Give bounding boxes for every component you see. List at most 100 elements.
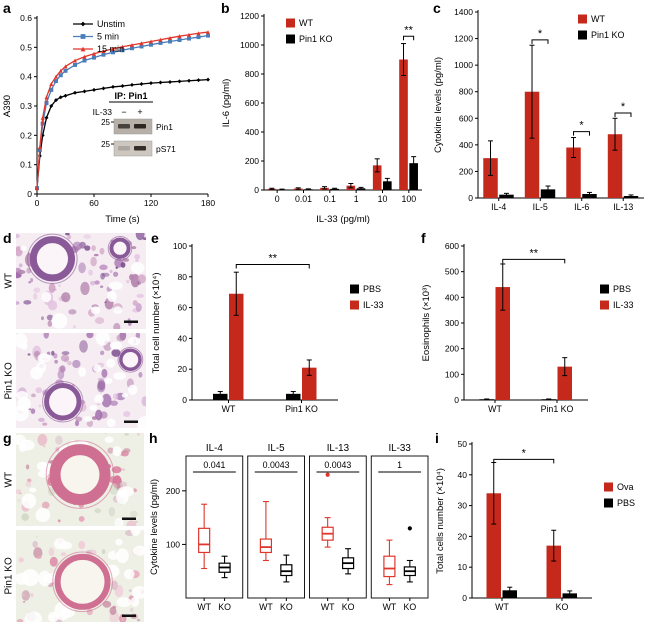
svg-text:A390: A390: [2, 95, 13, 117]
svg-text:200: 200: [166, 486, 180, 496]
panel-c: c 0 200 400 600 800 1000 1200 1400 Cytokine leve…: [430, 0, 650, 230]
svg-text:+: +: [137, 107, 142, 117]
svg-text:IL-5: IL-5: [533, 202, 548, 212]
svg-text:20: 20: [178, 364, 188, 374]
svg-text:Pin1 KO: Pin1 KO: [285, 404, 318, 414]
svg-text:0: 0: [254, 185, 259, 195]
svg-text:60: 60: [89, 198, 99, 208]
svg-text:IL-4: IL-4: [206, 443, 223, 454]
svg-text:0.1: 0.1: [20, 160, 32, 170]
svg-text:0: 0: [35, 198, 40, 208]
svg-text:50: 50: [458, 439, 468, 449]
svg-text:IL-13: IL-13: [327, 443, 350, 454]
svg-text:Pin1 KO: Pin1 KO: [299, 34, 333, 44]
histology-row-pin1ko: Pin1 KO: [2, 332, 146, 428]
histology-image-wt-airway: [16, 433, 144, 526]
svg-text:60: 60: [178, 303, 188, 313]
svg-text:100: 100: [173, 241, 187, 251]
svg-text:IP: Pin1: IP: Pin1: [114, 91, 147, 101]
svg-text:400: 400: [459, 140, 473, 150]
svg-text:800: 800: [459, 87, 473, 97]
histology-row-pin1ko-airway: Pin1 KO: [2, 529, 144, 622]
svg-text:IL-33: IL-33: [388, 443, 411, 454]
svg-text:0: 0: [454, 395, 459, 405]
svg-text:IL-6 (pg/ml): IL-6 (pg/ml): [221, 79, 232, 128]
svg-text:Pin1 KO: Pin1 KO: [541, 404, 574, 414]
svg-text:100: 100: [445, 369, 459, 379]
svg-text:IL-33: IL-33: [613, 300, 634, 310]
row-label-pin1ko: Pin1 KO: [3, 557, 15, 595]
svg-text:400: 400: [445, 292, 459, 302]
svg-text:200: 200: [245, 156, 259, 166]
svg-text:180: 180: [201, 198, 215, 208]
svg-text:*: *: [522, 447, 527, 459]
eosinophils-bar-chart: 0 100 200 300 400 500 600 Eosinophils (×10³) WT P…: [418, 232, 650, 430]
svg-text:Total cell number (×10⁴): Total cell number (×10⁴): [151, 273, 162, 374]
row-label-wt: WT: [3, 272, 15, 289]
svg-text:80: 80: [178, 272, 188, 282]
panel-d: d WT Pin1 KO: [0, 230, 148, 430]
svg-text:0.0043: 0.0043: [263, 460, 290, 470]
svg-text:KO: KO: [342, 602, 355, 612]
svg-text:500: 500: [445, 267, 459, 277]
svg-text:IL-5: IL-5: [268, 443, 285, 454]
svg-text:800: 800: [245, 69, 259, 79]
svg-text:*: *: [579, 120, 584, 132]
svg-text:0.4: 0.4: [20, 72, 32, 82]
svg-text:200: 200: [445, 344, 459, 354]
svg-text:*: *: [538, 28, 543, 40]
panel-label-a: a: [3, 0, 11, 16]
svg-text:WT: WT: [299, 18, 313, 28]
svg-text:600: 600: [459, 113, 473, 123]
svg-text:40: 40: [458, 470, 468, 480]
svg-text:1200: 1200: [240, 11, 259, 21]
svg-text:1: 1: [354, 194, 359, 204]
svg-text:5 min: 5 min: [97, 32, 119, 42]
total-cells-number-bar-chart: 0 10 20 30 40 50 Total cells number (×10⁴) WT KO…: [432, 432, 650, 624]
panel-label-c: c: [433, 0, 441, 16]
svg-text:1200: 1200: [454, 34, 473, 44]
svg-text:0.3: 0.3: [20, 101, 32, 111]
svg-text:200: 200: [459, 166, 473, 176]
panel-label-h: h: [149, 430, 158, 446]
svg-text:Pin1 KO: Pin1 KO: [591, 30, 625, 40]
svg-text:Time (s): Time (s): [105, 214, 139, 225]
svg-text:100: 100: [166, 539, 180, 549]
svg-text:0.0043: 0.0043: [324, 460, 351, 470]
svg-text:0: 0: [182, 395, 187, 405]
svg-text:IL-6: IL-6: [574, 202, 589, 212]
svg-text:600: 600: [245, 98, 259, 108]
svg-text:**: **: [268, 252, 277, 264]
svg-text:25: 25: [101, 140, 110, 149]
svg-text:0.1: 0.1: [324, 194, 336, 204]
svg-text:KO: KO: [556, 602, 569, 612]
svg-text:WT: WT: [222, 404, 236, 414]
svg-text:0.6: 0.6: [20, 13, 32, 23]
svg-text:600: 600: [445, 241, 459, 251]
svg-text:WT: WT: [321, 602, 335, 612]
svg-text:Unstim: Unstim: [97, 19, 125, 29]
svg-text:400: 400: [245, 127, 259, 137]
histology-row-wt: WT: [2, 233, 146, 329]
svg-text:PBS: PBS: [363, 284, 381, 294]
svg-text:300: 300: [445, 318, 459, 328]
svg-text:1000: 1000: [240, 40, 259, 50]
svg-text:WT: WT: [488, 404, 502, 414]
svg-text:KO: KO: [280, 602, 293, 612]
total-cell-number-bar-chart: 0 20 40 60 80 100 Total cell number (×10⁴) WT Pi…: [148, 232, 418, 430]
histology-image-pin1ko-airway: [16, 529, 144, 622]
svg-text:−: −: [121, 107, 126, 117]
svg-text:40: 40: [178, 333, 188, 343]
panel-h: h 100 200 Cytokine levels (pg/ml) IL-4 0.041…: [146, 430, 432, 624]
svg-text:KO: KO: [403, 602, 416, 612]
svg-text:**: **: [404, 24, 413, 36]
svg-text:IL-33: IL-33: [363, 300, 384, 310]
svg-text:1000: 1000: [454, 60, 473, 70]
svg-text:10: 10: [458, 562, 468, 572]
svg-text:Cytokine levels (pg/ml): Cytokine levels (pg/ml): [149, 479, 160, 575]
svg-text:0.01: 0.01: [295, 194, 312, 204]
panel-label-i: i: [435, 430, 439, 446]
panel-i: i 0 10 20 30 40 50 Total cells number (×10⁴) WT…: [432, 430, 650, 624]
panel-label-b: b: [221, 0, 230, 16]
